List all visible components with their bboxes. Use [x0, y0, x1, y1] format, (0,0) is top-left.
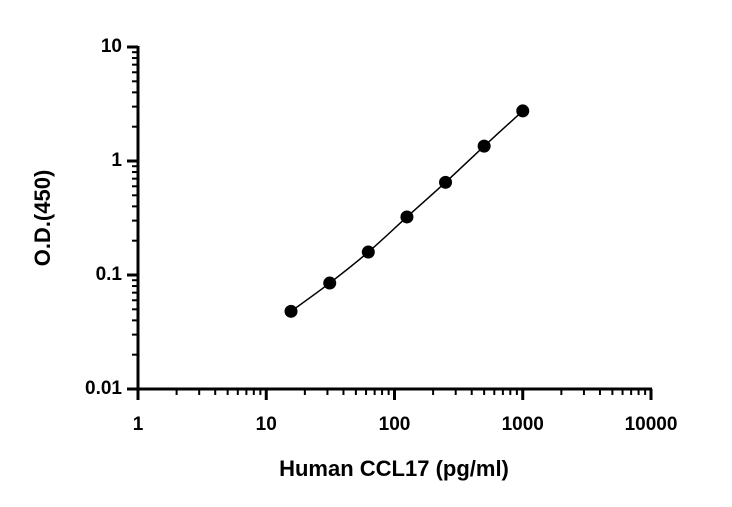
x-tick-label: 10000 — [625, 414, 678, 435]
y-tick-label: 10 — [101, 36, 122, 57]
data-point — [361, 245, 375, 259]
x-tick-label: 10 — [256, 414, 277, 435]
y-tick-label: 0.01 — [85, 378, 122, 399]
x-tick-label: 1000 — [502, 414, 544, 435]
data-point — [323, 276, 337, 290]
x-axis-title: Human CCL17 (pg/ml) — [279, 456, 509, 481]
data-point — [516, 104, 530, 118]
y-tick-label: 0.1 — [96, 264, 123, 285]
data-point — [284, 304, 298, 318]
y-axis-title: O.D.(450) — [30, 170, 55, 267]
x-tick-label: 1 — [133, 414, 144, 435]
x-tick-label: 100 — [379, 414, 411, 435]
y-tick-label: 1 — [111, 150, 122, 171]
data-point — [400, 210, 414, 224]
data-point — [477, 139, 491, 153]
data-point — [439, 175, 453, 189]
